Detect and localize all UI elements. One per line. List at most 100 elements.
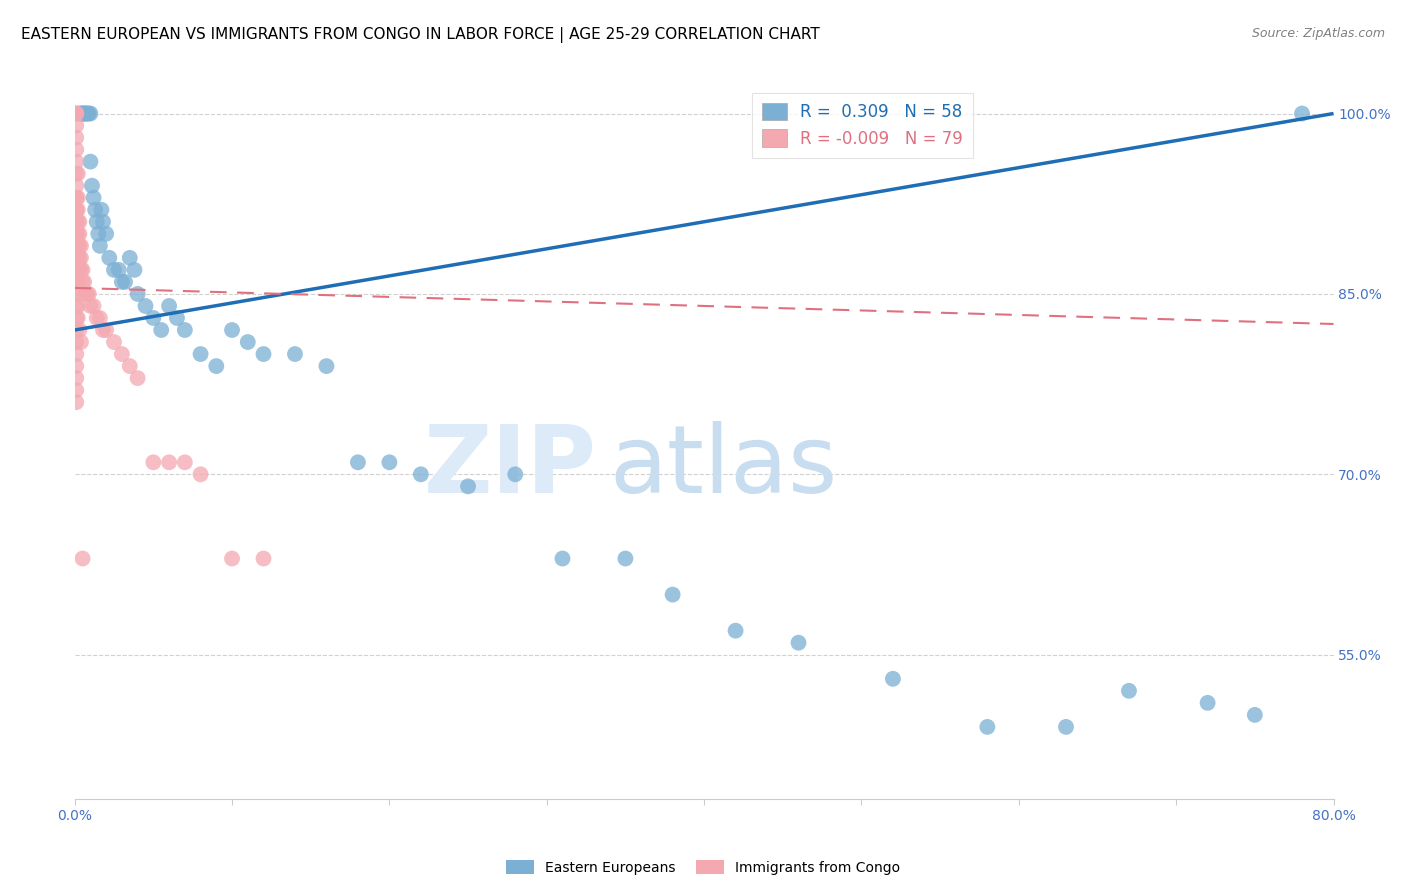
Point [86, 215, 108, 229]
Point [83, 299, 105, 313]
Point [65, 143, 87, 157]
Point [94, 323, 117, 337]
Point [724, 624, 747, 638]
Point [114, 275, 136, 289]
Point [976, 720, 998, 734]
Point [65, 106, 87, 120]
Point [221, 551, 243, 566]
Point [79, 154, 101, 169]
Point [67, 323, 90, 337]
Point [882, 672, 904, 686]
Point [252, 551, 274, 566]
Point [67, 215, 90, 229]
Point [67, 106, 90, 120]
Point [111, 347, 134, 361]
Point [75, 106, 97, 120]
Point [252, 347, 274, 361]
Point [70, 334, 93, 349]
Point [65, 106, 87, 120]
Point [157, 299, 180, 313]
Point [86, 310, 108, 325]
Point [205, 359, 228, 373]
Point [65, 263, 87, 277]
Point [173, 323, 195, 337]
Point [72, 263, 94, 277]
Point [70, 239, 93, 253]
Point [65, 202, 87, 217]
Point [661, 588, 683, 602]
Point [65, 130, 87, 145]
Point [80, 178, 103, 193]
Point [66, 275, 89, 289]
Point [111, 275, 134, 289]
Point [190, 347, 212, 361]
Point [76, 106, 98, 120]
Point [77, 287, 100, 301]
Point [1291, 106, 1313, 120]
Point [66, 215, 89, 229]
Point [65, 215, 87, 229]
Point [70, 106, 93, 120]
Point [457, 479, 479, 493]
Point [67, 263, 90, 277]
Point [166, 310, 188, 325]
Point [87, 227, 110, 241]
Point [118, 359, 141, 373]
Point [76, 287, 98, 301]
Point [72, 106, 94, 120]
Point [65, 239, 87, 253]
Text: ZIP: ZIP [425, 421, 598, 513]
Point [284, 347, 307, 361]
Point [347, 455, 370, 469]
Point [173, 455, 195, 469]
Point [70, 263, 93, 277]
Point [65, 359, 87, 373]
Point [142, 310, 165, 325]
Point [84, 202, 107, 217]
Point [1243, 707, 1265, 722]
Point [66, 287, 89, 301]
Text: EASTERN EUROPEAN VS IMMIGRANTS FROM CONGO IN LABOR FORCE | AGE 25-29 CORRELATION: EASTERN EUROPEAN VS IMMIGRANTS FROM CONG… [21, 27, 820, 43]
Point [503, 467, 526, 482]
Point [79, 106, 101, 120]
Point [79, 299, 101, 313]
Point [65, 299, 87, 313]
Point [315, 359, 337, 373]
Point [65, 191, 87, 205]
Point [72, 106, 94, 120]
Point [65, 334, 87, 349]
Point [65, 154, 87, 169]
Point [72, 551, 94, 566]
Point [75, 106, 97, 120]
Text: Source: ZipAtlas.com: Source: ZipAtlas.com [1251, 27, 1385, 40]
Point [66, 310, 89, 325]
Point [65, 202, 87, 217]
Point [409, 467, 432, 482]
Point [614, 551, 637, 566]
Point [67, 227, 90, 241]
Point [65, 215, 87, 229]
Point [1197, 696, 1219, 710]
Text: atlas: atlas [610, 421, 838, 513]
Point [66, 167, 89, 181]
Point [73, 106, 96, 120]
Point [94, 227, 117, 241]
Point [91, 215, 114, 229]
Point [65, 371, 87, 385]
Point [66, 251, 89, 265]
Point [66, 239, 89, 253]
Point [89, 239, 111, 253]
Point [221, 323, 243, 337]
Point [378, 455, 401, 469]
Point [66, 191, 89, 205]
Point [98, 251, 121, 265]
Point [65, 310, 87, 325]
Point [65, 287, 87, 301]
Point [70, 251, 93, 265]
Point [65, 275, 87, 289]
Point [65, 251, 87, 265]
Point [77, 106, 100, 120]
Point [65, 178, 87, 193]
Point [1118, 683, 1140, 698]
Point [787, 636, 810, 650]
